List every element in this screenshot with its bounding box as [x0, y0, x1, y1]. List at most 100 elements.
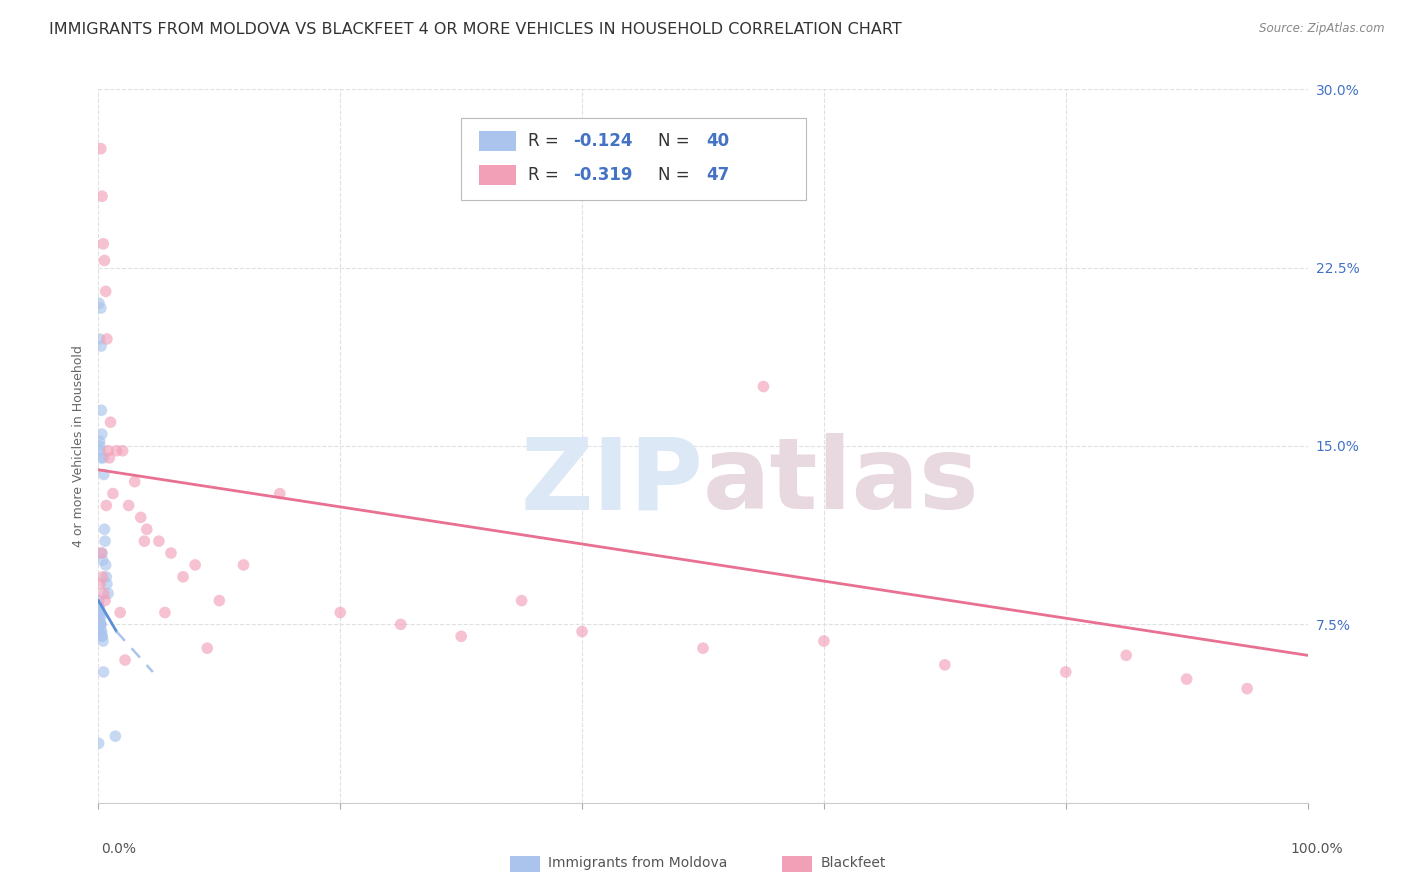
Point	[89, 617, 111, 632]
Point	[934, 657, 956, 672]
Point	[94, 285, 117, 299]
Text: -0.124: -0.124	[574, 132, 633, 150]
Bar	[782, 856, 811, 872]
Point	[134, 534, 156, 549]
Point	[89, 600, 111, 615]
Point	[450, 629, 472, 643]
Point	[1054, 665, 1077, 679]
Text: 40: 40	[707, 132, 730, 150]
Point	[510, 593, 533, 607]
Point	[91, 546, 114, 560]
Text: 0.0%: 0.0%	[101, 842, 136, 856]
Point	[90, 450, 112, 465]
Text: Immigrants from Moldova: Immigrants from Moldova	[548, 856, 727, 871]
Point	[118, 499, 141, 513]
Point	[172, 570, 194, 584]
Point	[91, 629, 114, 643]
Point	[87, 736, 110, 750]
Point	[135, 522, 157, 536]
Text: atlas: atlas	[703, 434, 980, 530]
Point	[184, 558, 207, 572]
Point	[94, 534, 117, 549]
Point	[90, 546, 112, 560]
Point	[87, 296, 110, 310]
Point	[89, 606, 111, 620]
Point	[89, 577, 111, 591]
Point	[1236, 681, 1258, 696]
Point	[89, 610, 111, 624]
Point	[329, 606, 352, 620]
Text: -0.319: -0.319	[574, 166, 633, 184]
Point	[98, 450, 121, 465]
Point	[90, 617, 112, 632]
Point	[90, 403, 112, 417]
Text: R =: R =	[527, 132, 564, 150]
Point	[108, 606, 131, 620]
Point	[208, 593, 231, 607]
Point	[91, 450, 114, 465]
Point	[160, 546, 183, 560]
Point	[813, 634, 835, 648]
Point	[90, 142, 112, 156]
Point	[89, 443, 111, 458]
Text: N =: N =	[658, 132, 695, 150]
Point	[90, 629, 112, 643]
Point	[97, 443, 120, 458]
Point	[104, 729, 127, 743]
Text: N =: N =	[658, 166, 695, 184]
Point	[93, 253, 115, 268]
Point	[91, 189, 114, 203]
Text: R =: R =	[527, 166, 564, 184]
Point	[89, 610, 111, 624]
Point	[148, 534, 170, 549]
Point	[93, 586, 115, 600]
Point	[1175, 672, 1198, 686]
Point	[129, 510, 152, 524]
Point	[389, 617, 412, 632]
Point	[96, 332, 118, 346]
Point	[89, 332, 111, 346]
Text: Source: ZipAtlas.com: Source: ZipAtlas.com	[1260, 22, 1385, 36]
FancyBboxPatch shape	[461, 118, 806, 200]
Bar	[479, 131, 516, 152]
Point	[96, 577, 118, 591]
Point	[100, 415, 122, 429]
Point	[111, 443, 134, 458]
Text: 100.0%: 100.0%	[1291, 842, 1343, 856]
Point	[124, 475, 146, 489]
Point	[90, 427, 112, 442]
Point	[114, 653, 136, 667]
Point	[105, 443, 128, 458]
Point	[89, 617, 111, 632]
Bar	[479, 165, 516, 185]
Point	[91, 236, 114, 251]
Point	[90, 617, 112, 632]
Point	[1115, 648, 1137, 663]
Point	[90, 301, 112, 315]
Point	[94, 593, 117, 607]
Point	[93, 665, 115, 679]
Point	[93, 522, 115, 536]
Point	[93, 467, 115, 482]
Text: IMMIGRANTS FROM MOLDOVA VS BLACKFEET 4 OR MORE VEHICLES IN HOUSEHOLD CORRELATION: IMMIGRANTS FROM MOLDOVA VS BLACKFEET 4 O…	[49, 22, 903, 37]
Point	[153, 606, 176, 620]
Point	[90, 339, 112, 353]
Point	[94, 558, 117, 572]
Point	[91, 570, 114, 584]
Point	[692, 641, 714, 656]
Point	[195, 641, 218, 656]
Point	[752, 379, 775, 393]
Point	[90, 624, 112, 639]
Y-axis label: 4 or more Vehicles in Household: 4 or more Vehicles in Household	[72, 345, 86, 547]
Point	[232, 558, 254, 572]
Point	[571, 624, 593, 639]
Text: 47: 47	[707, 166, 730, 184]
Point	[89, 606, 111, 620]
Text: ZIP: ZIP	[520, 434, 703, 530]
Point	[96, 499, 118, 513]
Point	[269, 486, 291, 500]
Point	[90, 624, 112, 639]
Point	[89, 617, 111, 632]
Point	[89, 434, 111, 449]
Text: Blackfeet: Blackfeet	[820, 856, 886, 871]
